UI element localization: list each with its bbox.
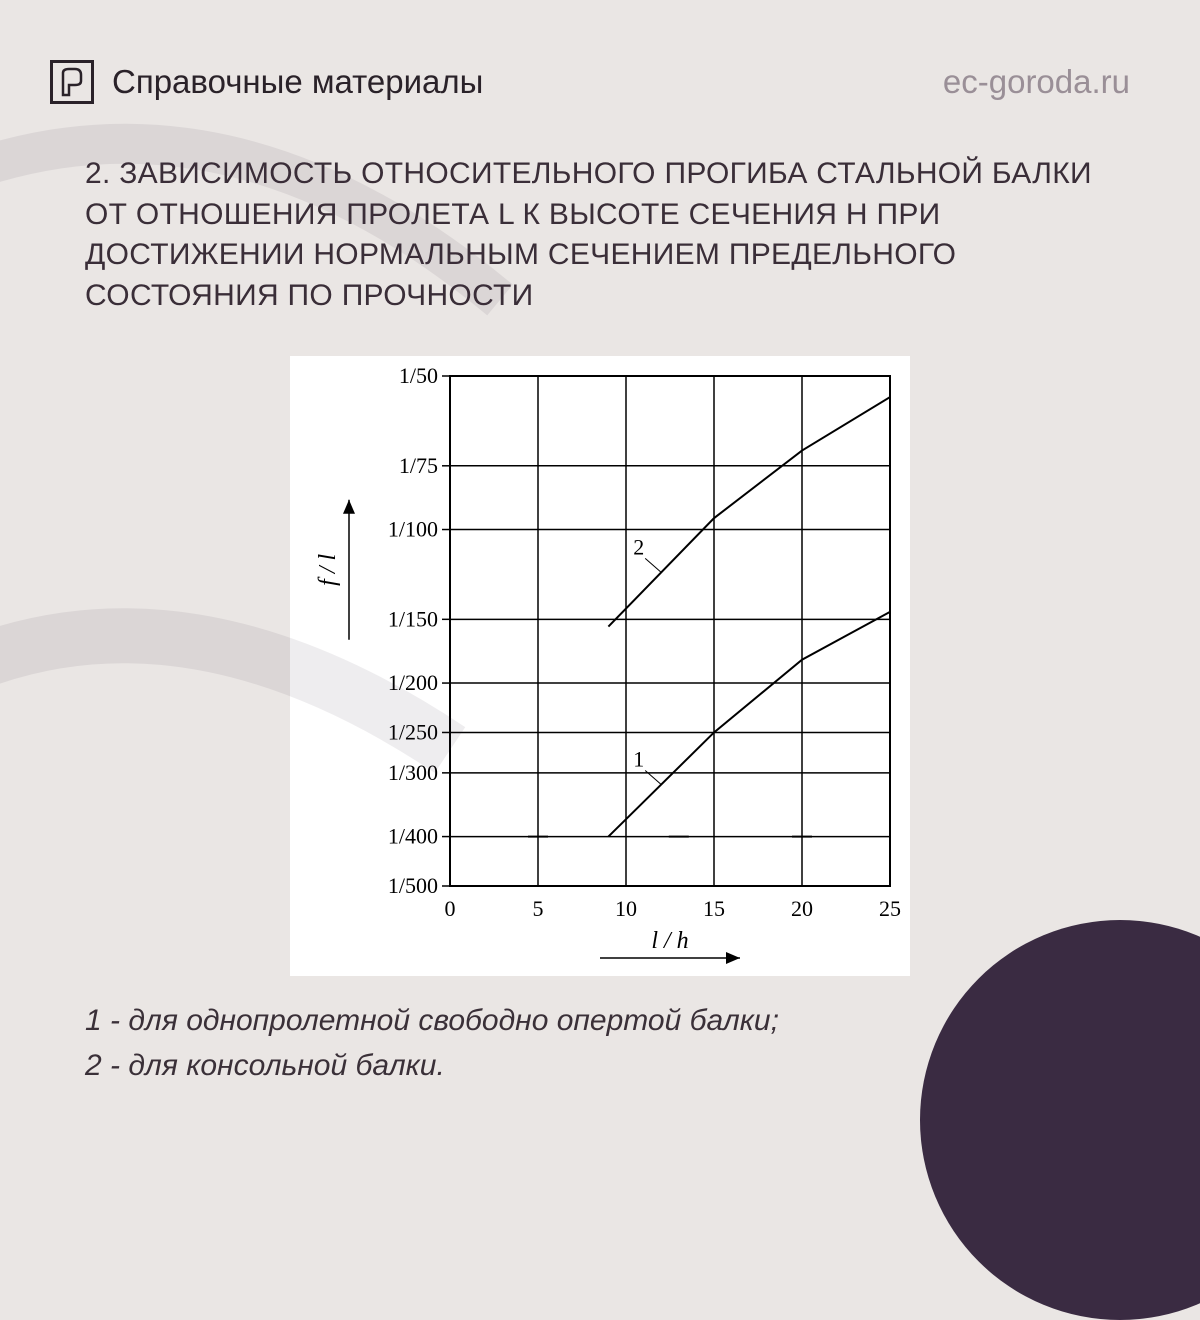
header: Справочные материалы ec-goroda.ru <box>0 0 1200 124</box>
deflection-chart: 1/50 1/75 1/100 1/150 1/200 1/250 1/300 1/400 1/… <box>290 356 910 976</box>
svg-text:1/200: 1/200 <box>388 670 438 695</box>
header-left: Справочные материалы <box>50 60 483 104</box>
svg-text:f / l: f / l <box>315 553 341 585</box>
svg-text:0: 0 <box>445 896 456 921</box>
chart-container: 1/50 1/75 1/100 1/150 1/200 1/250 1/300 1/400 1/… <box>0 326 1200 986</box>
logo-icon <box>50 60 94 104</box>
svg-text:1/400: 1/400 <box>388 824 438 849</box>
svg-text:1/75: 1/75 <box>399 453 438 478</box>
svg-text:10: 10 <box>615 896 637 921</box>
svg-text:1/150: 1/150 <box>388 606 438 631</box>
svg-text:l / h: l / h <box>651 928 688 954</box>
page-title: 2. ЗАВИСИМОСТЬ ОТНОСИТЕЛЬНОГО ПРОГИБА СТ… <box>0 124 1200 326</box>
svg-text:1: 1 <box>633 747 644 772</box>
svg-text:5: 5 <box>533 896 544 921</box>
svg-text:2: 2 <box>633 534 644 559</box>
svg-text:1/50: 1/50 <box>399 363 438 388</box>
svg-text:1/250: 1/250 <box>388 719 438 744</box>
svg-text:20: 20 <box>791 896 813 921</box>
svg-text:1/300: 1/300 <box>388 760 438 785</box>
site-name: ec-goroda.ru <box>943 63 1130 101</box>
header-title: Справочные материалы <box>112 63 483 101</box>
svg-text:25: 25 <box>879 896 901 921</box>
svg-text:15: 15 <box>703 896 725 921</box>
svg-text:1/500: 1/500 <box>388 873 438 898</box>
svg-text:1/100: 1/100 <box>388 517 438 542</box>
